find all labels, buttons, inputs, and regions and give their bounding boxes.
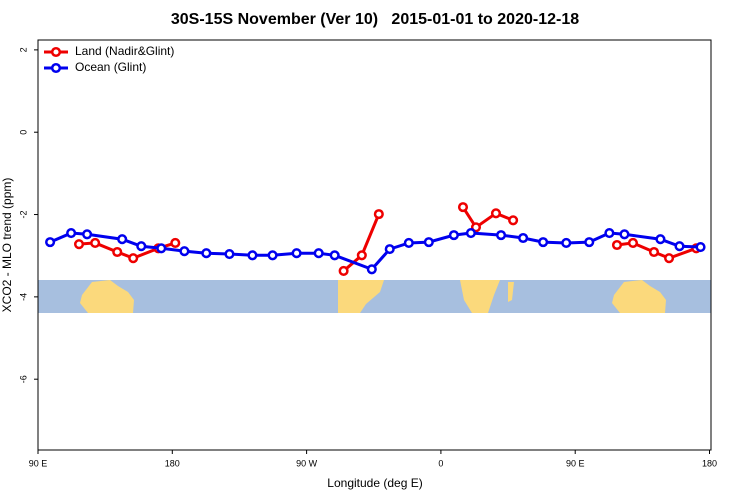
chart-title: 30S-15S November (Ver 10) 2015-01-01 to … [171, 11, 579, 28]
data-point [655, 234, 666, 245]
data-point [112, 246, 123, 258]
data-point [117, 234, 128, 245]
y-tick-label: 2 [18, 47, 28, 52]
x-tick-label: 90 E [566, 458, 585, 468]
data-point [90, 237, 101, 248]
data-point [448, 230, 459, 241]
data-point [423, 237, 434, 248]
data-point [373, 209, 384, 220]
y-tick-label: -4 [18, 293, 28, 301]
data-point [224, 249, 235, 260]
data-point [136, 241, 147, 252]
legend-marker [50, 62, 62, 74]
data-point [366, 264, 377, 275]
data-point [403, 237, 414, 248]
legend-label: Land (Nadir&Glint) [75, 44, 174, 58]
data-point [619, 229, 630, 240]
data-point [45, 237, 56, 248]
data-point [695, 242, 706, 253]
x-tick-label: 0 [438, 458, 443, 468]
data-point [664, 253, 675, 264]
data-point [584, 237, 595, 248]
x-tick-label: 180 [702, 458, 717, 468]
x-tick-label: 90 W [296, 458, 318, 468]
data-point [611, 239, 623, 251]
data-point [538, 237, 549, 248]
data-point [518, 232, 529, 244]
data-point [495, 230, 507, 241]
data-point [465, 228, 476, 239]
legend-marker [50, 46, 62, 58]
x-tick-label: 90 E [29, 458, 48, 468]
data-point [338, 265, 349, 276]
y-tick-label: -2 [18, 211, 28, 219]
legend-label: Ocean (Glint) [75, 60, 146, 74]
data-point [508, 215, 519, 226]
data-point [561, 237, 572, 248]
data-point [627, 237, 639, 248]
data-point [329, 250, 340, 261]
data-point [267, 250, 278, 261]
data-point [648, 246, 660, 258]
y-axis-label: XCO2 - MLO trend (ppm) [0, 178, 14, 313]
data-point [128, 253, 139, 264]
y-tick-label: -6 [18, 375, 28, 383]
x-axis-label: Longitude (deg E) [327, 476, 422, 490]
x-tick-label: 180 [165, 458, 180, 468]
data-point [66, 228, 77, 239]
data-point [73, 239, 85, 250]
data-point [674, 241, 685, 252]
data-point [291, 248, 302, 259]
data-point [356, 250, 367, 261]
data-point [170, 237, 181, 248]
data-point [457, 202, 469, 213]
data-point [490, 208, 502, 219]
y-tick-label: 0 [18, 130, 28, 135]
data-point [384, 244, 395, 255]
data-point [179, 246, 190, 257]
data-point [156, 243, 167, 254]
data-point [313, 248, 324, 259]
map-strip [38, 280, 711, 313]
data-point [82, 229, 93, 240]
plot-frame [37, 39, 712, 451]
data-point [247, 250, 258, 261]
data-point [604, 228, 615, 239]
data-point [201, 248, 212, 259]
